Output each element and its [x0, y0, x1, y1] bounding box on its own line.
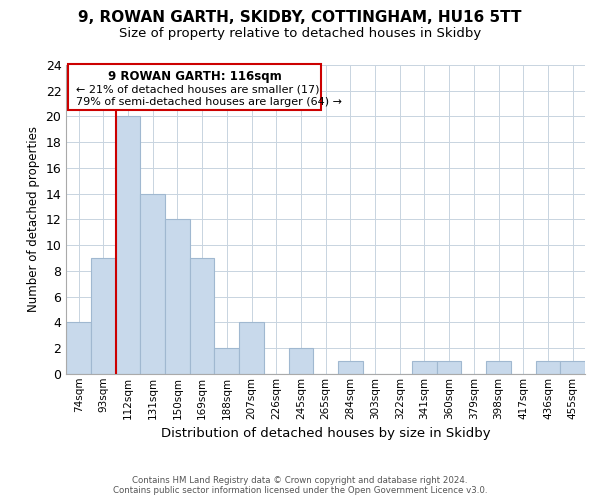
Bar	[239, 322, 264, 374]
FancyBboxPatch shape	[68, 64, 321, 110]
Text: Size of property relative to detached houses in Skidby: Size of property relative to detached ho…	[119, 28, 481, 40]
Bar	[437, 361, 461, 374]
Text: Contains HM Land Registry data © Crown copyright and database right 2024.
Contai: Contains HM Land Registry data © Crown c…	[113, 476, 487, 495]
Text: 9 ROWAN GARTH: 116sqm: 9 ROWAN GARTH: 116sqm	[107, 70, 281, 83]
Bar	[140, 194, 165, 374]
Y-axis label: Number of detached properties: Number of detached properties	[27, 126, 40, 312]
Text: 79% of semi-detached houses are larger (64) →: 79% of semi-detached houses are larger (…	[76, 97, 341, 107]
Bar	[165, 220, 190, 374]
Bar	[289, 348, 313, 374]
Bar	[536, 361, 560, 374]
Text: 9, ROWAN GARTH, SKIDBY, COTTINGHAM, HU16 5TT: 9, ROWAN GARTH, SKIDBY, COTTINGHAM, HU16…	[78, 10, 522, 25]
Bar	[338, 361, 362, 374]
Bar	[412, 361, 437, 374]
Bar	[190, 258, 214, 374]
Text: ← 21% of detached houses are smaller (17): ← 21% of detached houses are smaller (17…	[76, 84, 319, 94]
Bar	[91, 258, 116, 374]
Bar	[214, 348, 239, 374]
Bar	[560, 361, 585, 374]
X-axis label: Distribution of detached houses by size in Skidby: Distribution of detached houses by size …	[161, 427, 490, 440]
Bar	[66, 322, 91, 374]
Bar	[486, 361, 511, 374]
Bar	[116, 116, 140, 374]
